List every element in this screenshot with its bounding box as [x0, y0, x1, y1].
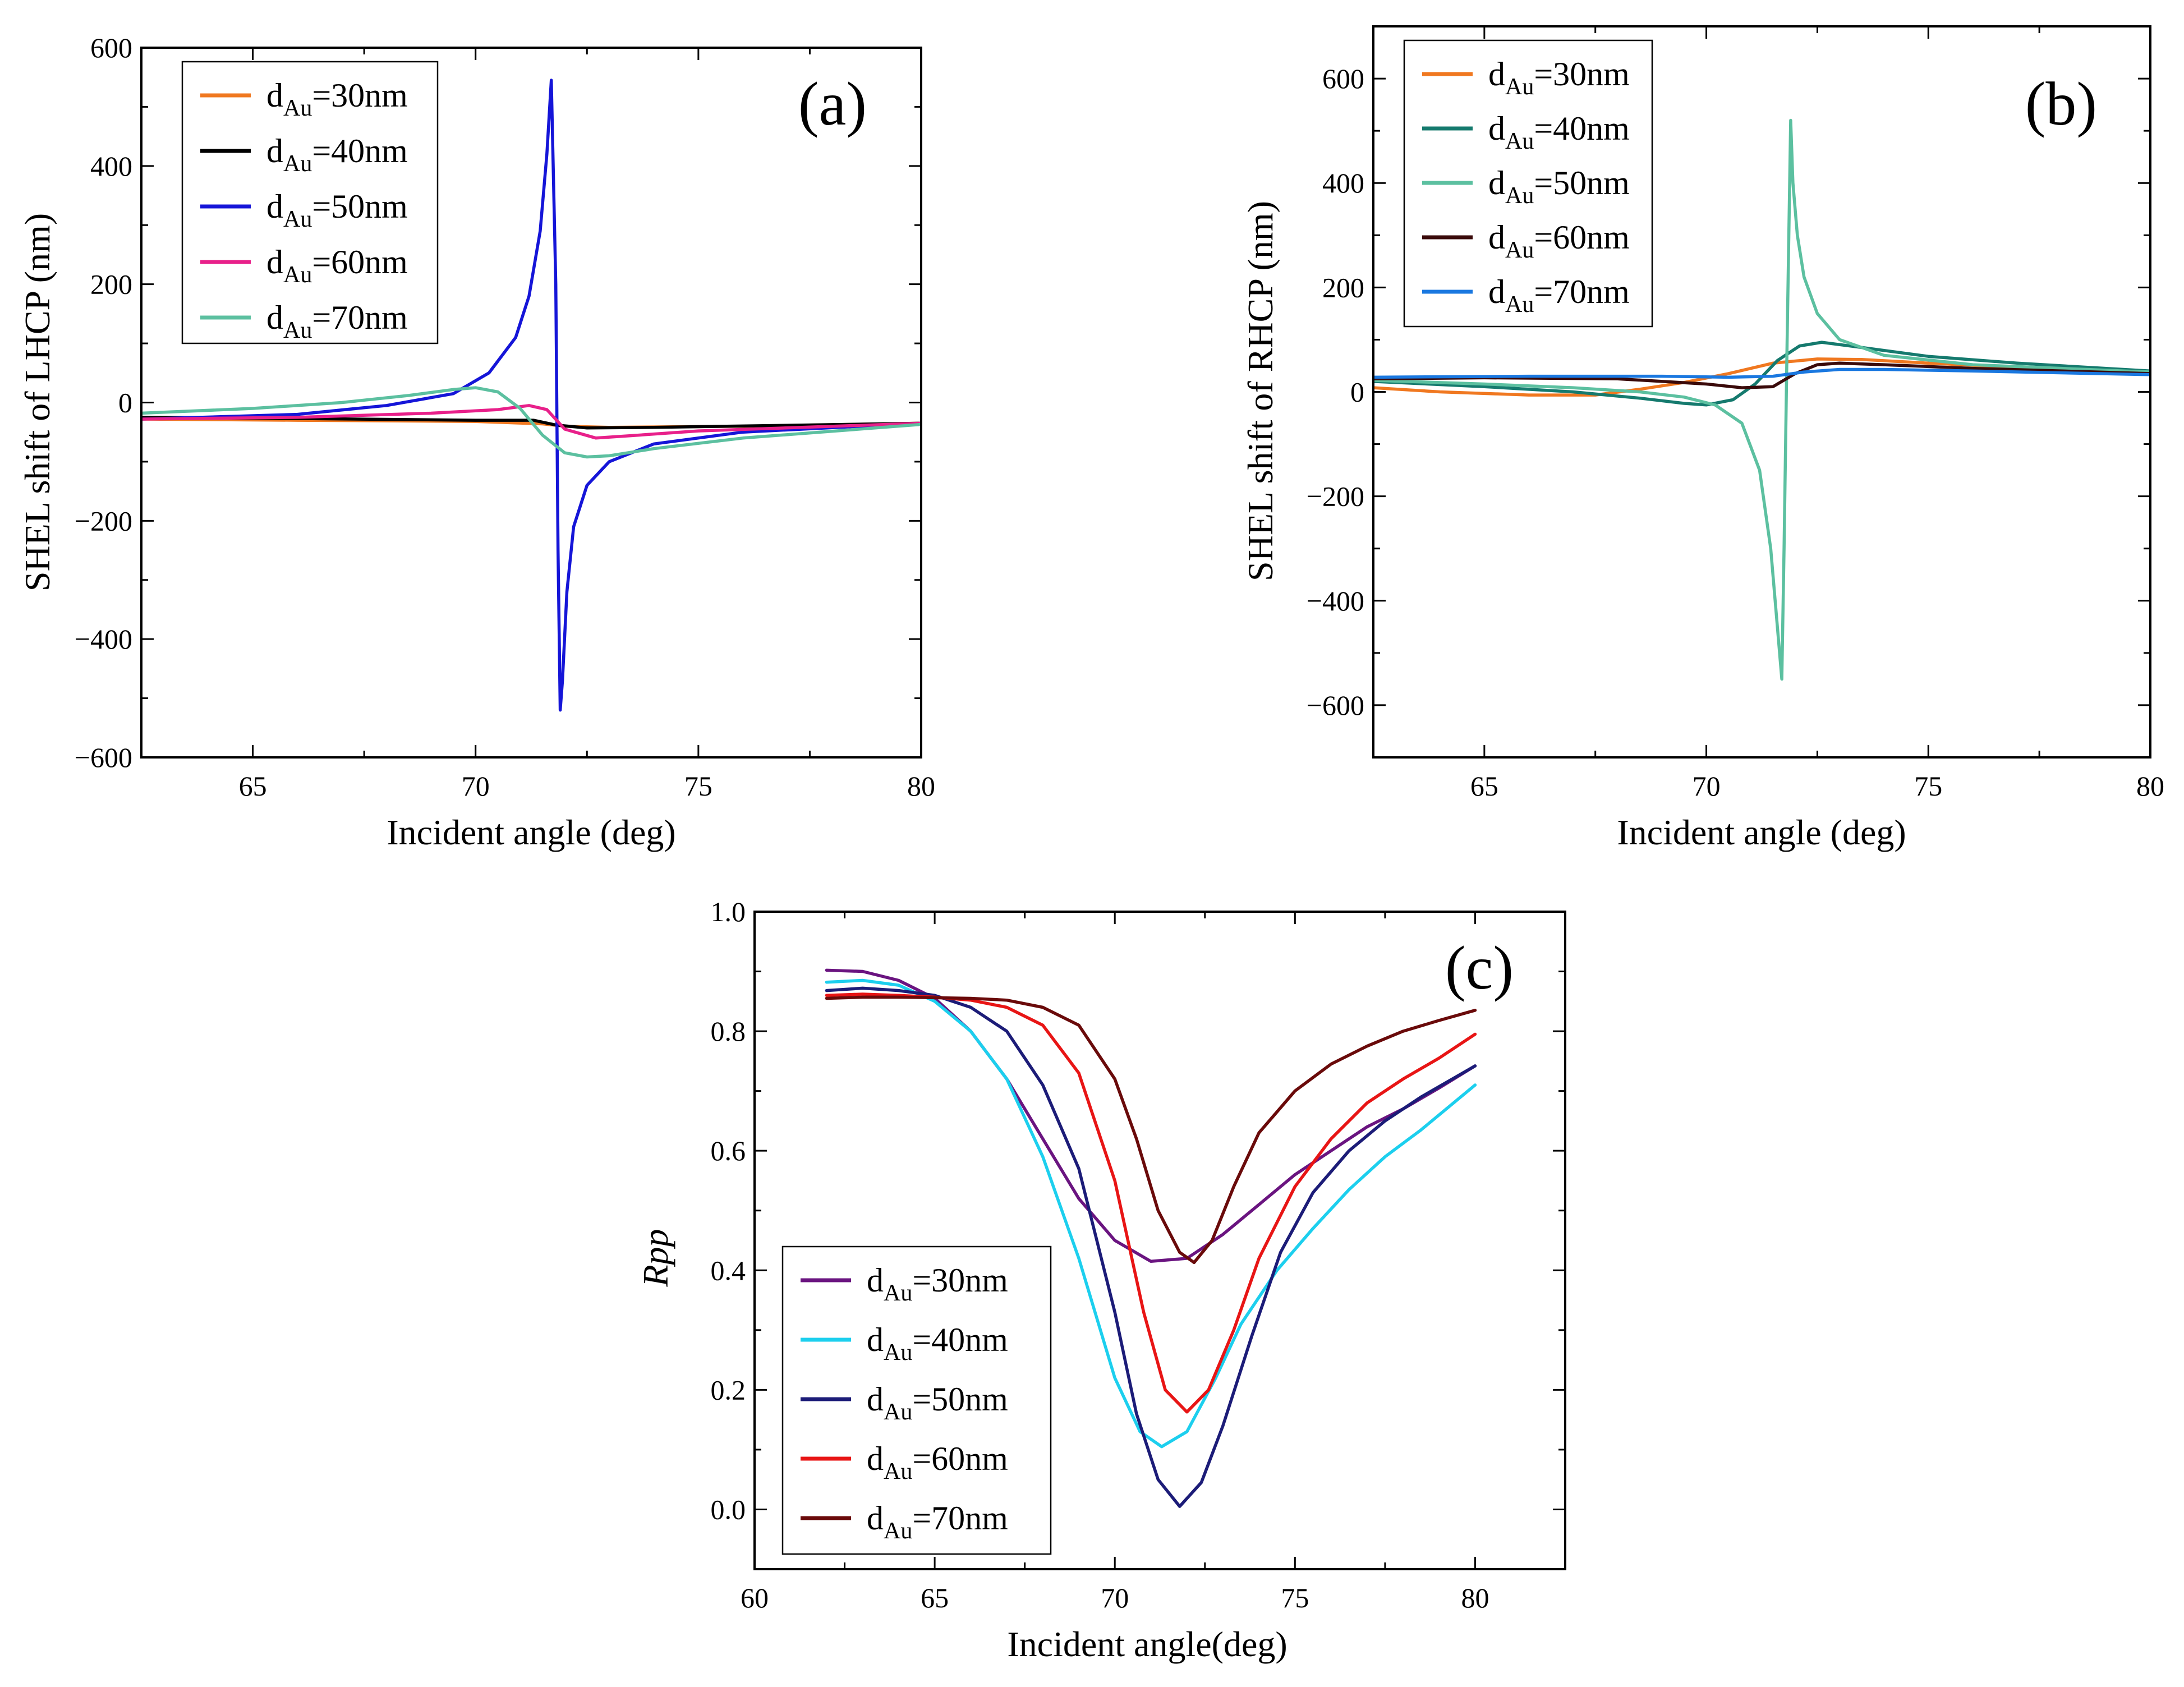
panel-c-y-tick-label: 0.8 [711, 1015, 746, 1047]
panel-c-x-tick-label: 65 [921, 1582, 949, 1614]
panel-c-ticks [753, 911, 1566, 1570]
panel-b-x-tick-label: 65 [1470, 770, 1498, 802]
panel-b-x-tick-label: 80 [2136, 770, 2164, 802]
panel-b-series-3-line [1373, 118, 2150, 681]
panel-b-y-tick-label: 200 [1322, 272, 1364, 303]
panel-c-x-tick-labels: 60 65 70 75 80 [741, 1582, 1489, 1614]
panel-c-x-axis-title: Incident angle(deg) [1007, 1624, 1287, 1664]
panel-b-series-2-line [1373, 341, 2150, 407]
panel-c-plot-frame [753, 911, 1566, 1570]
panel-b-series-5-line [1373, 367, 2150, 379]
panel-c-series-2-line [825, 978, 1477, 1449]
panel-a-series-5-line [141, 386, 921, 459]
panel-c-x-tick-label: 75 [1281, 1582, 1309, 1614]
panel-a-ticks [140, 47, 922, 759]
panel-a-y-tick-labels: −600 −400 −200 0 200 400 600 [75, 32, 132, 773]
panel-a-y-tick-label: 200 [90, 269, 132, 300]
panel-c-y-tick-label: 0.6 [711, 1135, 746, 1166]
panel-a-y-tick-label: −400 [75, 623, 132, 655]
panel-c-y-tick-label: 0.2 [711, 1374, 746, 1405]
panel-a-y-tick-label: 600 [90, 32, 132, 63]
panel-a-legend-label-2: dAu=40nm [266, 132, 408, 177]
panel-b-y-tick-label: −600 [1307, 689, 1364, 721]
panel-b-y-tick-labels: −600 −400 −200 0 200 400 600 [1307, 63, 1364, 721]
panel-b-legend-label-4: dAu=60nm [1488, 219, 1630, 263]
panel-a-series-2-line [141, 416, 921, 430]
panel-a-series-lines [141, 79, 921, 712]
panel-c-x-tick-label: 70 [1101, 1582, 1129, 1614]
panel-a-legend-label-1: dAu=30nm [266, 77, 408, 121]
panel-a-y-tick-label: −600 [75, 742, 132, 773]
panel-b-legend: dAu=30nm dAu=40nm dAu=50nm dAu=60nm dAu=70nm [1403, 39, 1653, 328]
panel-b-series-lines [1373, 118, 2150, 681]
panel-b-x-axis-title: Incident angle (deg) [1617, 812, 1906, 852]
panel-b-legend-box [1403, 39, 1653, 328]
panel-b-legend-label-2: dAu=40nm [1488, 110, 1630, 154]
panel-c-legend-label-2: dAu=40nm [867, 1321, 1008, 1366]
panel-c-legend-label-1: dAu=30nm [867, 1262, 1008, 1306]
panel-c-y-tick-label: 1.0 [711, 896, 746, 927]
panel-c-label: (c) [1445, 934, 1514, 1002]
panel-b-y-tick-label: 600 [1322, 63, 1364, 94]
panel-a-label: (a) [798, 70, 867, 138]
panel-a-y-tick-label: 400 [90, 150, 132, 182]
panel-b-x-tick-labels: 65 70 75 80 [1470, 770, 2164, 802]
panel-a-legend-label-5: dAu=70nm [266, 299, 408, 343]
panel-a-x-tick-label: 80 [907, 770, 935, 802]
panel-b-series-4-line [1373, 361, 2150, 389]
panel-a-legend-label-3: dAu=50nm [266, 188, 408, 232]
panel-b-y-axis-title: SHEL shift of RHCP (nm) [1240, 201, 1280, 581]
panel-b-y-tick-label: 0 [1350, 376, 1364, 408]
panel-c-y-tick-label: 0.4 [711, 1254, 746, 1286]
panel-c-series-lines [825, 968, 1477, 1508]
panel-a-chart: 65 70 75 80 −600 −400 −200 0 200 400 600 Incident… [17, 32, 935, 852]
panel-a-y-axis-title: SHEL shift of LHCP (nm) [17, 213, 57, 591]
panel-c-legend-label-5: dAu=70nm [867, 1500, 1008, 1544]
panel-b-chart: 65 70 75 80 −600 −400 −200 0 200 400 600 Incident… [1240, 25, 2164, 852]
panel-c-legend: dAu=30nm dAu=40nm dAu=50nm dAu=60nm dAu=70nm [781, 1245, 1052, 1555]
panel-b-y-tick-label: −200 [1307, 481, 1364, 512]
panel-a-series-4-line [141, 404, 921, 440]
panel-b-legend-label-5: dAu=70nm [1488, 273, 1630, 318]
panel-c-y-tick-labels: 0.0 0.2 0.4 0.6 0.8 1.0 [711, 896, 746, 1525]
panel-c-y-axis-title: Rpp [636, 1229, 675, 1287]
panel-a-x-tick-label: 65 [239, 770, 267, 802]
panel-a-y-tick-label: 0 [118, 387, 132, 419]
panel-a-series-3-line [141, 79, 921, 712]
panel-c-x-tick-label: 60 [741, 1582, 769, 1614]
panel-a-legend: dAu=30nm dAu=40nm dAu=50nm dAu=60nm dAu=70nm [181, 61, 439, 344]
panel-a-x-tick-label: 75 [684, 770, 712, 802]
panel-a-x-tick-label: 70 [462, 770, 490, 802]
panel-c-x-tick-label: 80 [1461, 1582, 1489, 1614]
panel-a-x-axis-title: Incident angle (deg) [387, 812, 675, 852]
panel-c-y-tick-label: 0.0 [711, 1493, 746, 1525]
panel-a-legend-label-4: dAu=60nm [266, 243, 408, 288]
panel-a-y-tick-label: −200 [75, 505, 132, 536]
panel-b-y-tick-label: −400 [1307, 585, 1364, 617]
panel-b-y-tick-label: 400 [1322, 167, 1364, 199]
panel-b-x-tick-label: 75 [1914, 770, 1942, 802]
panel-b-x-tick-label: 70 [1693, 770, 1721, 802]
panel-c-series-5-line [825, 995, 1477, 1265]
panel-c-legend-label-3: dAu=50nm [867, 1381, 1008, 1425]
panel-b-series-1-line [1373, 357, 2150, 397]
panel-b-legend-label-1: dAu=30nm [1488, 56, 1630, 100]
panel-c-chart: 60 65 70 75 80 0.0 0.2 0.4 0.6 0.8 1.0 Incident a… [636, 896, 1566, 1664]
panel-b-label: (b) [2025, 70, 2097, 138]
panel-a-x-tick-labels: 65 70 75 80 [239, 770, 935, 802]
panel-c-legend-label-4: dAu=60nm [867, 1440, 1008, 1484]
panel-b-ticks [1372, 25, 2151, 759]
panel-b-legend-label-3: dAu=50nm [1488, 164, 1630, 209]
panel-a-legend-box [181, 61, 439, 344]
